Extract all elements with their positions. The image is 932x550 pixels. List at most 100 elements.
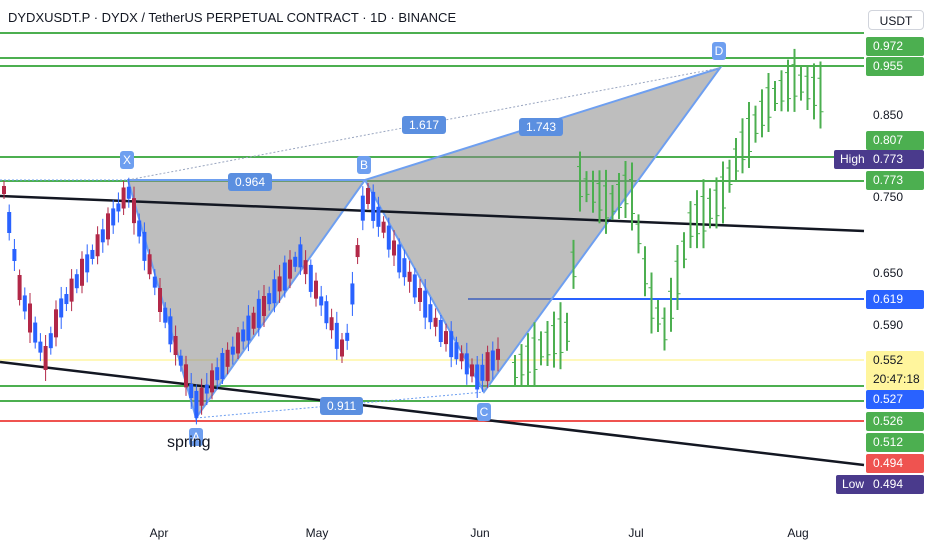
candle-body <box>475 364 480 390</box>
candle-body <box>142 231 147 261</box>
price-label: 0.512 <box>866 433 924 452</box>
x-tick: Jul <box>628 526 644 540</box>
y-tick: 0.650 <box>873 266 904 280</box>
candle-body <box>272 279 277 304</box>
currency-button[interactable]: USDT <box>868 10 924 30</box>
candle-body <box>74 274 79 289</box>
candle-body <box>314 280 318 299</box>
price-label: 0.619 <box>866 290 924 309</box>
candle-body <box>376 206 381 227</box>
candle-body <box>334 322 339 349</box>
current-price-label: 0.552 20:47:18 <box>866 351 924 390</box>
candle-body <box>241 329 246 342</box>
candle-body <box>454 342 459 360</box>
point-a-label: A <box>189 428 203 446</box>
candle-body <box>418 288 422 302</box>
candle-body <box>38 341 43 353</box>
candle-body <box>85 254 90 273</box>
candle-body <box>116 203 121 212</box>
chart-title: DYDXUSDT.P · DYDX / TetherUS PERPETUAL C… <box>8 10 457 25</box>
price-label: 0.972 <box>866 37 924 56</box>
candle-body <box>236 332 240 354</box>
candle-body <box>329 317 334 331</box>
point-c-label: C <box>477 403 491 421</box>
candle-body <box>121 187 126 209</box>
current-price: 0.552 <box>873 353 904 367</box>
spring-annotation: spring <box>167 434 211 451</box>
candle-body <box>189 384 194 398</box>
candle-body <box>22 295 27 312</box>
candle-body <box>147 254 152 275</box>
candle-body <box>490 350 495 371</box>
candle-body <box>256 298 261 328</box>
point-b-label: B <box>357 156 371 174</box>
candle-body <box>360 195 365 221</box>
price-label: 0.807 <box>866 131 924 150</box>
upper-trendline <box>0 194 865 233</box>
candle-body <box>470 364 474 377</box>
candle-body <box>262 296 266 316</box>
candle-body <box>246 315 251 341</box>
candle-body <box>64 294 69 305</box>
candle-body <box>319 296 324 306</box>
candle-body <box>464 353 469 375</box>
candle-body <box>132 198 136 224</box>
candle-body <box>366 188 370 204</box>
candle-body <box>28 303 32 333</box>
price-label: 0.527 <box>866 390 924 409</box>
candle-body <box>137 220 142 237</box>
countdown: 20:47:18 <box>873 372 920 386</box>
candle-body <box>152 276 157 288</box>
candle-body <box>220 353 225 379</box>
y-tick: 0.590 <box>873 318 904 332</box>
candle-body <box>308 264 313 292</box>
candle-body <box>173 336 178 355</box>
ratio-label: 1.617 <box>402 116 447 134</box>
candle-body <box>106 213 110 240</box>
candle-body <box>12 249 17 261</box>
candle-body <box>371 191 376 221</box>
candle-body <box>126 186 131 199</box>
lower-trendline <box>0 360 865 467</box>
candle-body <box>392 240 396 256</box>
candle-body <box>303 260 308 275</box>
candle-body <box>230 346 235 355</box>
candle-body <box>163 307 168 323</box>
candle-body <box>251 312 256 329</box>
candle-body <box>412 274 417 298</box>
x-tick: Jun <box>470 526 490 540</box>
candle-body <box>407 271 412 282</box>
candle-body <box>444 331 448 345</box>
candle-body <box>59 298 64 318</box>
candle-body <box>199 387 204 406</box>
candle-body <box>277 276 282 292</box>
x-tick: Aug <box>787 526 809 540</box>
candle-body <box>345 332 350 341</box>
candle-body <box>459 353 464 362</box>
price-label: 0.773 <box>866 171 924 190</box>
candle-body <box>267 293 272 305</box>
ratio-label: 0.911 <box>320 397 364 415</box>
candle-body <box>215 367 220 381</box>
candle-body <box>204 384 209 394</box>
candle-body <box>33 322 38 343</box>
candle-body <box>111 208 116 226</box>
candle-body <box>288 259 292 279</box>
candle-body <box>355 245 360 258</box>
ratio-label: 1.743 <box>519 118 564 136</box>
y-tick: 0.750 <box>873 190 904 204</box>
candle-body <box>168 316 173 345</box>
candle-body <box>2 186 6 194</box>
candle-body <box>480 364 485 381</box>
candle-body <box>194 390 199 418</box>
high-price-label: 0.773 <box>866 150 924 169</box>
candle-body <box>43 346 48 370</box>
ratio-label: 0.964 <box>228 173 273 191</box>
candle-body <box>340 339 344 357</box>
candle-body <box>402 258 407 278</box>
candle-body <box>350 283 355 305</box>
candle-body <box>381 221 386 233</box>
candle-body <box>48 333 53 349</box>
candle-body <box>69 278 74 302</box>
